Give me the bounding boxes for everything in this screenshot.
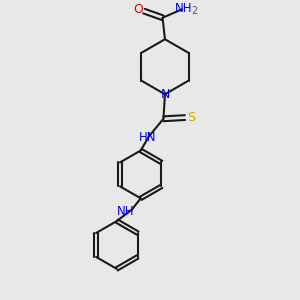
Text: NH: NH xyxy=(175,2,192,15)
Text: S: S xyxy=(187,111,195,124)
Text: N: N xyxy=(160,88,170,101)
Text: NH: NH xyxy=(116,205,134,218)
Text: HN: HN xyxy=(139,131,156,144)
Text: O: O xyxy=(134,3,144,16)
Text: 2: 2 xyxy=(191,5,197,16)
